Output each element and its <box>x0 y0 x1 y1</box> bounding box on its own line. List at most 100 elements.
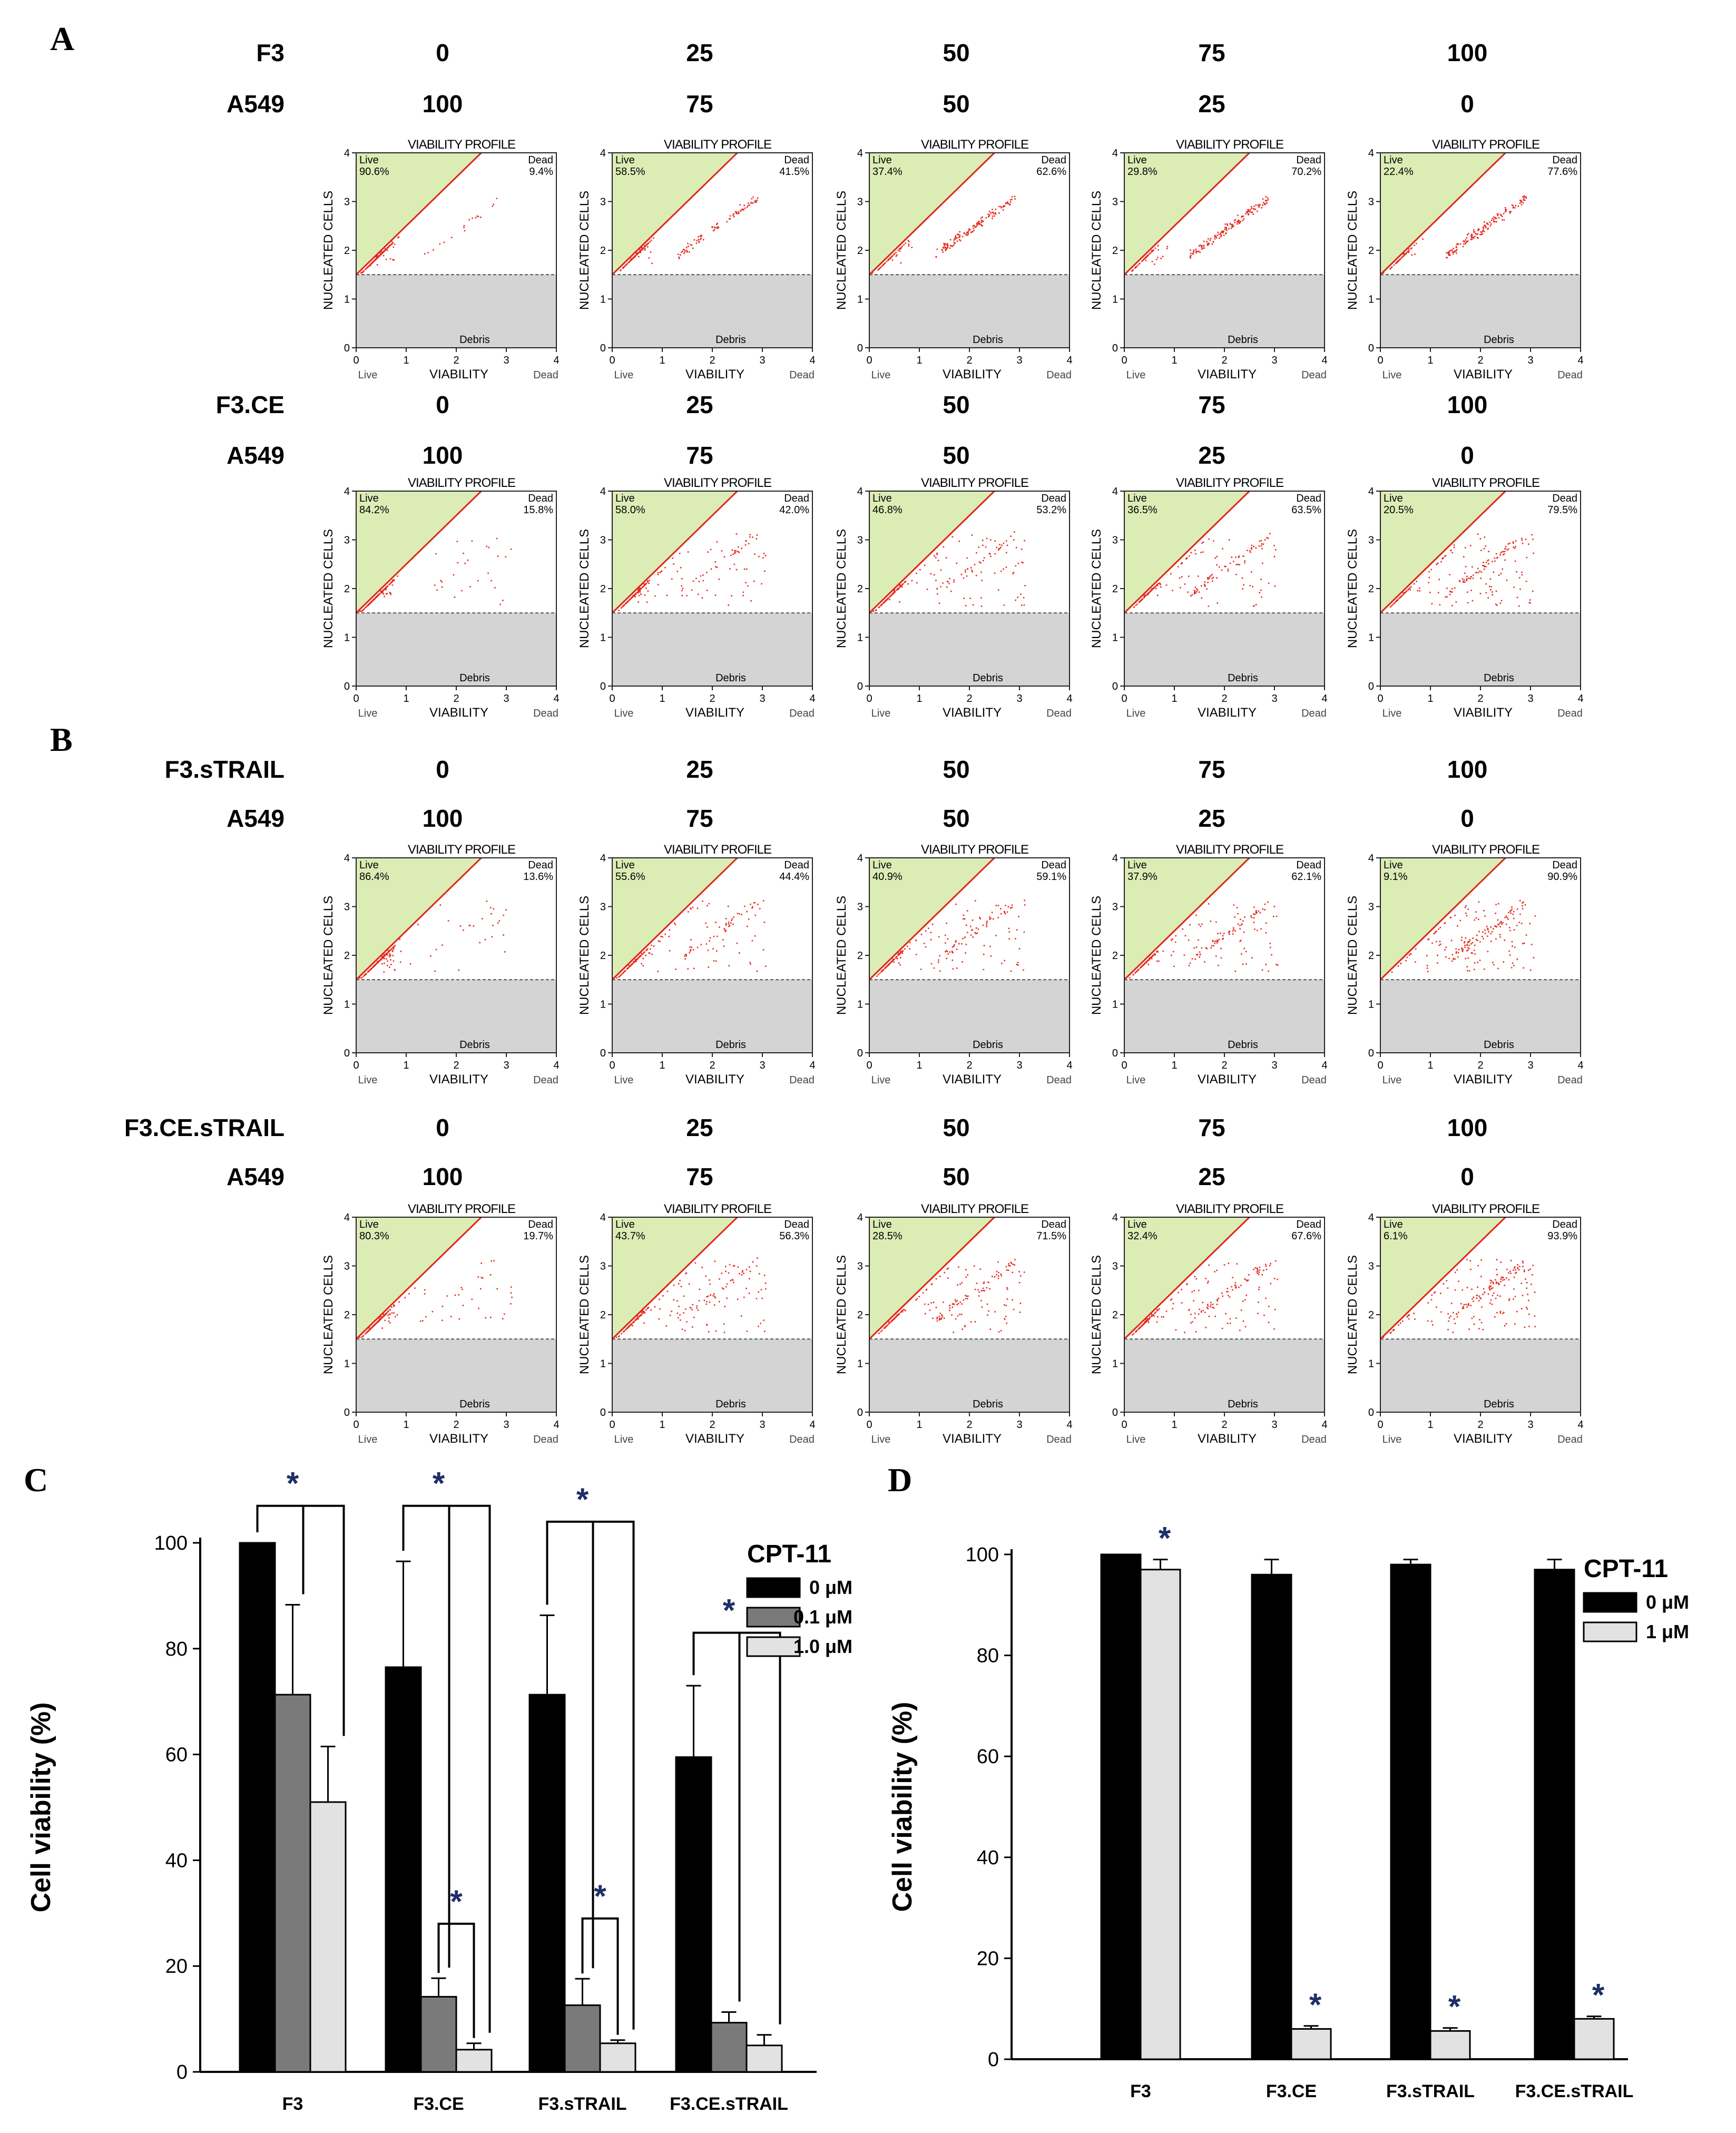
viability-gate-line <box>611 1216 738 1340</box>
y-axis-label: NUCLEATED CELLS <box>1346 896 1360 1015</box>
x-tick-label: 4 <box>1066 355 1072 366</box>
effector-ratio: 25 <box>686 1114 713 1141</box>
y-tick-label: 3 <box>1112 197 1118 208</box>
live-percent: 6.1% <box>1384 1230 1408 1242</box>
y-tick-label: 4 <box>1368 853 1374 864</box>
bar <box>1251 1573 1292 2060</box>
live-percent: 32.4% <box>1127 1230 1158 1242</box>
y-tick-label: 1 <box>1368 632 1374 644</box>
effector-ratio: 0 <box>436 391 449 418</box>
debris-label: Debris <box>1484 1039 1514 1051</box>
y-tick-label: 1 <box>1112 1358 1118 1370</box>
effector-ratio: 75 <box>1198 39 1225 66</box>
viability-gate-line <box>1123 1216 1250 1340</box>
target-ratio: 0 <box>1460 805 1474 832</box>
live-label: Live <box>359 154 379 166</box>
y-tick-label: 3 <box>344 535 350 546</box>
viability-plot: VIABILITY PROFILELive22.4%Dead77.6%Debri… <box>1346 138 1584 381</box>
x-tick-label: 0 <box>609 1419 615 1431</box>
x-live-note: Live <box>614 1074 634 1086</box>
effector-ratio: 100 <box>1447 1114 1488 1141</box>
y-tick-label: 2 <box>344 245 350 257</box>
debris-label: Debris <box>973 334 1003 346</box>
live-label: Live <box>1127 859 1147 871</box>
y-tick-label: 4 <box>857 853 863 864</box>
x-tick-label: 3 <box>1271 693 1277 705</box>
legend-label: 0.1 μM <box>793 1606 852 1628</box>
y-tick-label: 20 <box>977 1948 999 1970</box>
debris-gate <box>869 275 1070 348</box>
debris-gate <box>356 275 556 348</box>
live-label: Live <box>1127 493 1147 504</box>
y-tick-label: 4 <box>857 148 863 159</box>
y-tick-label: 1 <box>1368 1358 1374 1370</box>
effector-ratio: 0 <box>436 1114 449 1141</box>
x-tick-label: 1 <box>403 355 409 366</box>
y-axis-title: Cell viability (%) <box>26 1703 56 1913</box>
x-tick-label: 0 <box>866 1419 872 1431</box>
y-axis-label: NUCLEATED CELLS <box>577 191 592 310</box>
x-axis-label: VIABILITY <box>1198 1072 1257 1087</box>
y-tick-label: 3 <box>1112 1261 1118 1273</box>
plot-title: VIABILITY PROFILE <box>1432 476 1539 490</box>
debris-gate <box>1380 980 1581 1053</box>
target-ratio: 75 <box>686 1163 713 1190</box>
x-live-note: Live <box>358 369 378 381</box>
debris-label: Debris <box>715 1039 746 1051</box>
viability-plot: VIABILITY PROFILELive40.9%Dead59.1%Debri… <box>835 843 1073 1087</box>
plot-title: VIABILITY PROFILE <box>921 476 1028 490</box>
x-tick-label: 1 <box>1427 1060 1433 1071</box>
live-label: Live <box>615 154 635 166</box>
x-tick-label: 2 <box>1477 693 1483 705</box>
category-label: F3.CE <box>413 2094 464 2114</box>
plot-title: VIABILITY PROFILE <box>921 843 1028 857</box>
y-tick-label: 1 <box>344 294 350 306</box>
x-axis-label: VIABILITY <box>1454 367 1513 381</box>
dead-label: Dead <box>1552 859 1577 871</box>
live-label: Live <box>872 493 892 504</box>
y-tick-label: 4 <box>1112 486 1118 497</box>
live-percent: 58.5% <box>615 166 645 178</box>
x-tick-label: 3 <box>503 1060 509 1071</box>
y-tick-label: 0 <box>344 343 350 354</box>
x-axis-label: VIABILITY <box>685 1072 744 1087</box>
y-tick-label: 2 <box>600 950 606 962</box>
x-axis-label: VIABILITY <box>1454 1072 1513 1087</box>
debris-gate <box>1380 613 1581 686</box>
x-tick-label: 2 <box>453 1419 459 1431</box>
y-tick-label: 0 <box>1368 1048 1374 1059</box>
bar <box>274 1694 311 2073</box>
x-tick-label: 1 <box>1427 693 1433 705</box>
viability-gate-line <box>355 1216 482 1340</box>
bar <box>1100 1553 1142 2060</box>
x-axis-label: VIABILITY <box>429 1432 488 1446</box>
x-tick-label: 4 <box>1321 693 1327 705</box>
live-label: Live <box>1384 154 1403 166</box>
target-ratio: 100 <box>423 1163 463 1190</box>
dead-percent: 44.4% <box>779 871 809 883</box>
x-tick-label: 4 <box>1321 1419 1327 1431</box>
y-tick-label: 2 <box>1112 1309 1118 1321</box>
target-ratio: 75 <box>686 90 713 118</box>
viability-plot: VIABILITY PROFILELive58.5%Dead41.5%Debri… <box>577 138 816 381</box>
x-live-note: Live <box>871 708 891 719</box>
live-percent: 40.9% <box>872 871 903 883</box>
x-tick-label: 3 <box>1527 693 1533 705</box>
y-tick-label: 0 <box>857 343 863 354</box>
y-axis-label: NUCLEATED CELLS <box>1090 191 1104 310</box>
y-tick-label: 40 <box>977 1847 999 1869</box>
viability-gate-line <box>868 152 995 276</box>
x-tick-label: 4 <box>553 693 559 705</box>
y-tick-label: 0 <box>600 343 606 354</box>
x-tick-label: 1 <box>916 1419 922 1431</box>
effector-ratio: 25 <box>686 756 713 783</box>
dead-percent: 67.6% <box>1291 1230 1321 1242</box>
bar <box>1573 2018 1615 2060</box>
x-tick-label: 0 <box>1121 355 1127 366</box>
y-tick-label: 4 <box>857 486 863 497</box>
y-tick-label: 2 <box>1112 245 1118 257</box>
bar <box>564 2004 601 2073</box>
y-tick-label: 3 <box>600 902 606 913</box>
viability-plot: VIABILITY PROFILELive37.4%Dead62.6%Debri… <box>835 138 1073 381</box>
